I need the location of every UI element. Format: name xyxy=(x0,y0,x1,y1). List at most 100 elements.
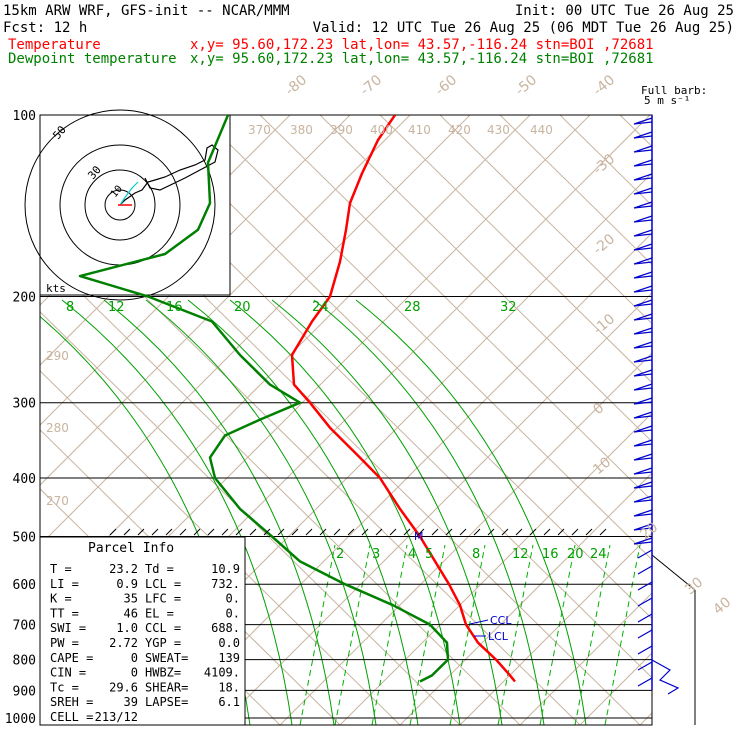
adiabat-line xyxy=(439,115,652,325)
wind-barb xyxy=(651,659,680,695)
isotherm-label: -70 xyxy=(357,72,385,99)
wind-barb xyxy=(637,549,653,559)
theta-label: 430 xyxy=(487,123,510,137)
hatch-mark xyxy=(347,528,355,536)
hatch-mark xyxy=(333,528,341,536)
frame-edge xyxy=(651,554,696,591)
isotherm-label: -60 xyxy=(432,72,460,99)
sounding-profiles xyxy=(78,115,516,683)
pressure-label: 600 xyxy=(13,578,36,593)
wind-barb xyxy=(633,327,653,335)
wind-barbs xyxy=(633,115,680,695)
mixing-ratio-label: 20 xyxy=(567,547,584,562)
parcel-info-panel: Parcel Info T = 23.2 Td = 10.9 LI = 0.9 LCL = 73… xyxy=(39,536,246,726)
parcel-key: LFC = xyxy=(145,592,181,606)
moist-adiabat xyxy=(313,299,545,725)
wind-barb xyxy=(633,523,653,531)
theta-e-label: 8 xyxy=(66,300,74,315)
theta-label: 270 xyxy=(46,494,69,508)
parcel-value: 18. xyxy=(218,680,240,694)
isotherm-line xyxy=(40,115,351,426)
isotherm-line xyxy=(459,532,652,725)
parcel-key: EL = xyxy=(145,606,174,620)
adiabat-line xyxy=(40,311,461,725)
isotherm-label: 10 xyxy=(590,454,614,478)
wind-barb xyxy=(633,285,653,293)
wind-barb xyxy=(637,581,653,591)
wind-barb xyxy=(633,481,653,489)
pressure-label: 700 xyxy=(13,619,36,634)
mixing-ratio-line xyxy=(574,544,611,725)
parcel-value: 0.0 xyxy=(218,636,240,650)
moist-adiabat xyxy=(355,299,587,725)
mixing-ratio-label: 24 xyxy=(590,547,607,562)
moist-adiabat xyxy=(271,299,503,725)
hatch-mark xyxy=(221,528,229,536)
init-time: Init: 00 UTC Tue 26 Aug 25 xyxy=(515,3,734,19)
wind-barb xyxy=(637,661,653,671)
adiabat-line xyxy=(199,115,652,561)
isotherm-label: 20 xyxy=(637,519,661,543)
parcel-value: 213/12 xyxy=(95,710,138,724)
parcel-value: 46 xyxy=(124,606,138,620)
wind-barb xyxy=(637,597,653,607)
adiabat-line xyxy=(499,115,652,266)
hatch-mark xyxy=(515,528,523,536)
moist-adiabat xyxy=(145,299,377,725)
parcel-key: K = xyxy=(50,592,72,606)
hatch-mark xyxy=(571,528,579,536)
dewpoint-legend-info: x,y= 95.60,172.23 lat,lon= 43.57,-116.24… xyxy=(190,51,654,67)
theta-label: 380 xyxy=(290,123,313,137)
wind-barb xyxy=(633,257,653,265)
mixing-ratio-label: 5 xyxy=(425,547,433,562)
hatch-mark xyxy=(151,528,159,536)
forecast-hour: Fcst: 12 h xyxy=(3,20,87,36)
mixing-ratio-label: 4 xyxy=(408,547,416,562)
theta-e-label: 28 xyxy=(404,300,421,315)
theta-e-label: 24 xyxy=(312,300,329,315)
mixing-ratio-line xyxy=(371,544,408,725)
ccl-label: CCL xyxy=(490,614,512,627)
hatch-mark xyxy=(109,528,117,536)
mixing-ratio-line xyxy=(334,544,371,725)
dewpoint-profile xyxy=(78,115,450,683)
hatch-mark xyxy=(179,528,187,536)
hatch-mark xyxy=(319,528,327,536)
hatch-mark xyxy=(123,528,131,536)
parcel-panel-title: Parcel Info xyxy=(88,541,174,556)
mixing-ratio-label: 3 xyxy=(372,547,380,562)
parcel-value: 0.9 xyxy=(116,577,138,591)
isotherm-label: 30 xyxy=(682,574,706,598)
hatch-mark xyxy=(375,528,383,536)
parcel-key: CIN = xyxy=(50,666,86,680)
isotherm-label: -40 xyxy=(590,72,618,99)
hatch-mark xyxy=(473,528,481,536)
isotherm-label: -80 xyxy=(282,72,310,99)
dewpoint-legend-label: Dewpoint temperature xyxy=(8,51,177,67)
parcel-value: 0 xyxy=(131,651,138,665)
pressure-label: 500 xyxy=(13,530,36,545)
pressure-label: 1000 xyxy=(5,712,36,727)
pressure-label: 300 xyxy=(13,397,36,412)
hatch-mark xyxy=(459,528,467,536)
parcel-value: 4109. xyxy=(204,666,240,680)
adiabat-line xyxy=(40,252,521,725)
mixing-ratio-line xyxy=(604,544,641,725)
hatch-mark xyxy=(543,528,551,536)
isotherm-line xyxy=(700,115,740,725)
moist-adiabat xyxy=(61,299,293,725)
hatch-mark xyxy=(529,528,537,536)
parcel-key: LI = xyxy=(50,577,79,591)
theta-label: 280 xyxy=(46,421,69,435)
adiabat-line xyxy=(680,115,740,725)
hatch-mark xyxy=(263,528,271,536)
hodograph-ring xyxy=(84,169,156,241)
theta-e-label: 16 xyxy=(166,300,183,315)
wind-barb xyxy=(633,215,653,223)
parcel-panel-box xyxy=(39,536,246,726)
theta-label: 290 xyxy=(46,349,69,363)
parcel-value: 732. xyxy=(211,577,240,591)
parcel-value: 10.9 xyxy=(211,562,240,576)
wind-barb xyxy=(637,645,653,655)
